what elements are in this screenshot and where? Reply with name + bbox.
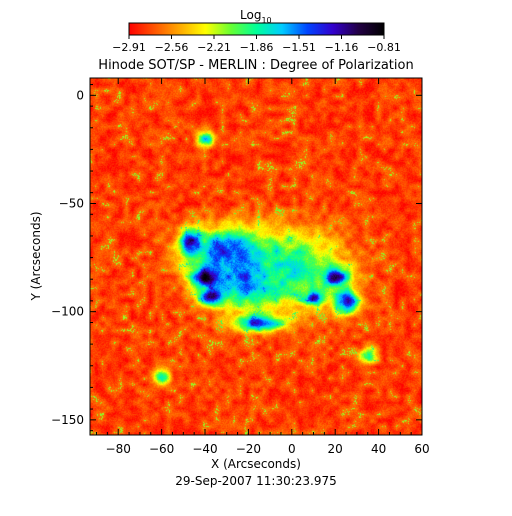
colorbar-ticks: −2.91 −2.56 −2.21 −1.86 −1.51 −1.16 −0.81	[112, 35, 401, 54]
x-tick-label: 0	[288, 442, 296, 456]
y-axis: 0 −50 −100 −150	[51, 83, 422, 432]
x-tick-label: 20	[328, 442, 343, 456]
colorbar-tick-label: −0.81	[367, 41, 401, 54]
colorbar-tick-label: −1.51	[282, 41, 316, 54]
x-axis-label: X (Arcseconds)	[211, 457, 301, 471]
x-tick-label: −20	[236, 442, 261, 456]
y-axis-label: Y (Arcseconds)	[29, 211, 43, 301]
colorbar-tick-label: −2.56	[155, 41, 189, 54]
x-tick-label: 40	[371, 442, 386, 456]
y-tick-label: −50	[59, 196, 84, 210]
x-tick-label: −60	[149, 442, 174, 456]
colorbar-tick-label: −2.21	[197, 41, 231, 54]
y-tick-label: −150	[51, 413, 84, 427]
x-tick-label: −40	[192, 442, 217, 456]
colorbar-tick-label: −1.86	[240, 41, 274, 54]
x-axis: −80 −60 −40 −20 0 20 40 60	[96, 78, 430, 456]
plot-area: −80 −60 −40 −20 0 20 40 60 0 −50 −100 −150	[51, 77, 430, 456]
colorbar-gradient	[128, 22, 385, 36]
colorbar-label: Log10	[240, 8, 272, 25]
y-tick-label: −100	[51, 305, 84, 319]
colorbar-label-subscript: 10	[261, 16, 271, 25]
colorbar: Log10 −2.91 −2.56 −2.21 −1.86 −1.51 −1.16 −0.8…	[112, 8, 401, 54]
colorbar-tick-label: −2.91	[112, 41, 146, 54]
timestamp: 29-Sep-2007 11:30:23.975	[175, 474, 337, 488]
colorbar-tick-label: −1.16	[325, 41, 359, 54]
heatmap-image	[90, 78, 422, 435]
y-tick-label: 0	[76, 88, 84, 102]
x-tick-label: 60	[414, 442, 429, 456]
plot-frame	[89, 77, 423, 436]
chart-title: Hinode SOT/SP - MERLIN : Degree of Polar…	[98, 58, 413, 73]
x-tick-label: −80	[106, 442, 131, 456]
